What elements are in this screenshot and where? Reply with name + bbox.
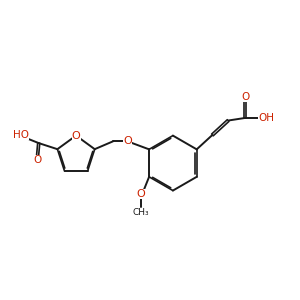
Text: O: O — [123, 136, 132, 146]
Text: O: O — [137, 189, 146, 199]
Text: O: O — [33, 155, 41, 165]
Text: O: O — [72, 130, 80, 141]
Text: HO: HO — [13, 130, 29, 140]
Text: O: O — [241, 92, 249, 102]
Text: OH: OH — [258, 113, 274, 123]
Text: CH₃: CH₃ — [133, 208, 150, 217]
